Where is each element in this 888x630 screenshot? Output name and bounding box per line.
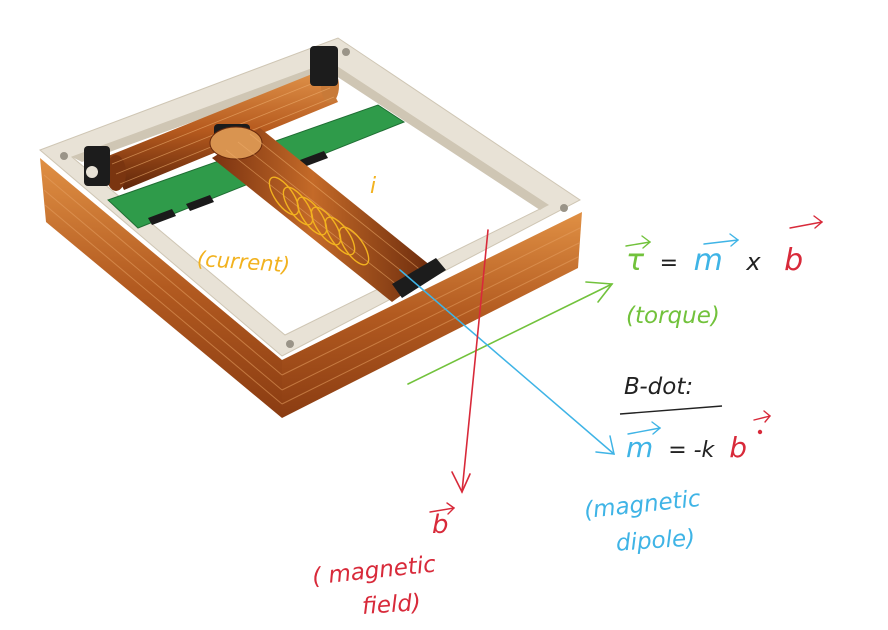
torque-arrow <box>407 281 614 385</box>
dipole-label-line2: dipole) <box>615 525 696 557</box>
bdot-vector-arrow <box>753 410 771 423</box>
b-vector-arrow <box>789 215 824 229</box>
bdot-title: B-dot: <box>624 374 694 400</box>
current-symbol: i <box>370 174 377 199</box>
dipole-arrow <box>399 269 615 455</box>
bdot-b-symbol: b <box>729 431 747 464</box>
pcb-connectors <box>148 151 328 225</box>
magnetorquer-board <box>39 37 582 418</box>
field-label-line2: field) <box>361 589 422 621</box>
bdot-dot <box>757 429 763 435</box>
coil-winding-lines <box>43 174 581 405</box>
field-b-vector-arrow <box>429 502 456 515</box>
torque-equation: τ = m x b <box>626 246 803 276</box>
torque-label: (torque) <box>626 303 720 329</box>
current-loops <box>268 176 370 266</box>
bdot-rest: = -k <box>668 438 715 463</box>
tau-symbol: τ <box>626 243 645 278</box>
bdot-decor <box>619 405 763 435</box>
field-symbol: b <box>432 510 449 540</box>
vector-marks <box>429 215 824 515</box>
screw-holes <box>60 48 568 348</box>
field-arrow <box>451 229 489 494</box>
m-symbol: m <box>693 243 723 278</box>
b-symbol: b <box>784 243 804 278</box>
bdot-m-symbol: m <box>626 431 654 464</box>
equals-sign: = <box>659 251 679 276</box>
tau-vector-arrow <box>625 235 652 249</box>
m2-vector-arrow <box>627 421 662 435</box>
rod-diagonal <box>209 126 446 302</box>
m-vector-arrow <box>703 233 740 247</box>
bdot-equation: m = -k b <box>626 434 747 462</box>
times-sign: x <box>746 248 761 276</box>
